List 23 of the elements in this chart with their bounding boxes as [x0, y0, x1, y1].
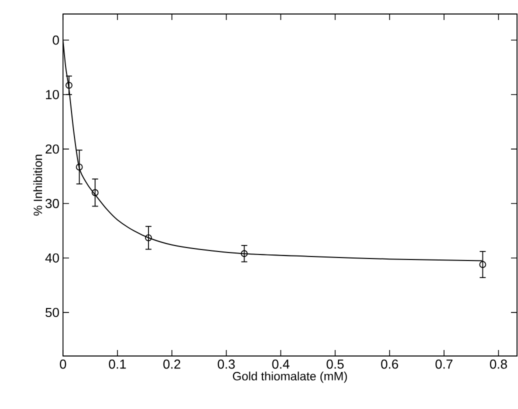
point [92, 189, 99, 196]
x-tick-label: 0.4 [272, 360, 290, 369]
y-tick-label: 0 [52, 36, 59, 45]
x-tick-label: 0.8 [490, 360, 507, 369]
y-tick-label: 10 [46, 90, 59, 100]
x-tick-label: 0 [60, 360, 66, 369]
y-tick-label: 20 [46, 144, 59, 154]
point [479, 261, 486, 268]
x-tick-label: 0.5 [326, 360, 344, 369]
x-tick-label: 0.2 [163, 360, 180, 369]
x-tick-label: 0.1 [108, 360, 126, 369]
y-axis-title: % Inhibition [33, 154, 42, 216]
point [145, 234, 152, 242]
point [66, 82, 72, 89]
y-tick-label: 30 [46, 198, 59, 208]
x-tick-label: 0.3 [218, 360, 235, 369]
y-tick-label: 50 [46, 308, 59, 318]
x-tick-label: 0.7 [436, 360, 452, 369]
y-tick-label: 40 [45, 253, 59, 263]
x-axis-title: Gold thiomalate (mM) [232, 372, 347, 383]
point [76, 164, 83, 170]
point [240, 250, 248, 258]
x-tick-label: 0.6 [381, 360, 398, 369]
